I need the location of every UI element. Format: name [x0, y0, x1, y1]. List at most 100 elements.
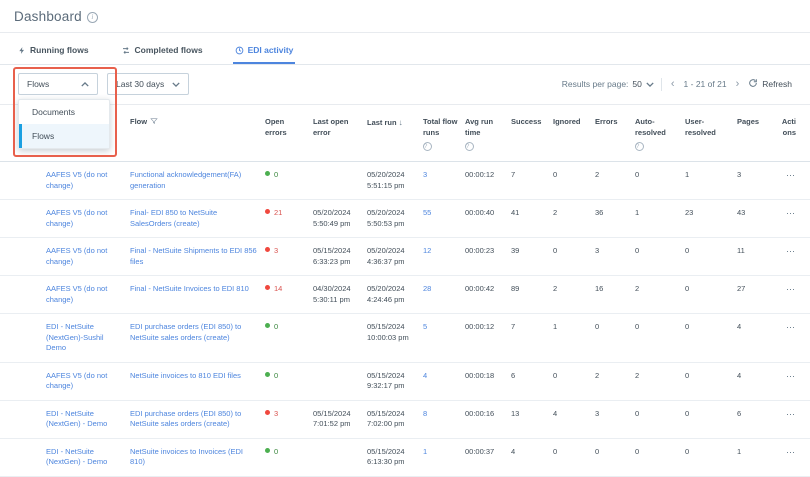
total-flow-runs-link[interactable]: 3: [423, 170, 427, 179]
ignored-cell: 4: [553, 400, 595, 438]
date-range-dropdown-button[interactable]: Last 30 days: [107, 73, 189, 95]
refresh-button[interactable]: Refresh: [748, 78, 792, 90]
open-errors-count: 3: [274, 246, 278, 255]
total-flow-runs-cell: 8: [423, 400, 465, 438]
flow-link[interactable]: Final - NetSuite Shipments to EDI 856 fi…: [130, 246, 257, 266]
pages-cell: 1: [737, 438, 779, 476]
open-errors-cell: 0: [265, 438, 313, 476]
total-flow-runs-cell: 1: [423, 438, 465, 476]
open-errors-cell: 0: [265, 362, 313, 400]
total-flow-runs-link[interactable]: 55: [423, 208, 431, 217]
type-dropdown-value: Flows: [27, 79, 49, 89]
info-icon[interactable]: i: [87, 12, 98, 23]
actions-menu-button[interactable]: ⋯: [786, 409, 796, 420]
integration-link[interactable]: EDI - NetSuite (NextGen) - Demo: [46, 409, 107, 429]
flow-link[interactable]: NetSuite invoices to Invoices (EDI 810): [130, 447, 243, 467]
integration-link[interactable]: AAFES V5 (do not change): [46, 208, 107, 228]
integration-link[interactable]: AAFES V5 (do not change): [46, 246, 107, 266]
flow-link[interactable]: Final - NetSuite Invoices to EDI 810: [130, 284, 249, 293]
open-errors-cell: 3: [265, 400, 313, 438]
actions-menu-button[interactable]: ⋯: [786, 246, 796, 257]
total-flow-runs-cell: 55: [423, 200, 465, 238]
success-cell: 89: [511, 276, 553, 314]
success-cell: 41: [511, 200, 553, 238]
actions-menu-button[interactable]: ⋯: [786, 322, 796, 333]
last-open-error-cell: 05/15/2024 7:01:52 pm: [313, 400, 367, 438]
flow-cell: EDI purchase orders (EDI 850) to NetSuit…: [130, 400, 265, 438]
table-row: AAFES V5 (do not change) Final - NetSuit…: [0, 276, 810, 314]
table-row: AAFES V5 (do not change) NetSuite invoic…: [0, 362, 810, 400]
tab-completed-flows[interactable]: Completed flows: [119, 43, 205, 64]
errors-cell: 3: [595, 400, 635, 438]
menu-item-flows[interactable]: Flows: [19, 124, 109, 148]
type-dropdown-button[interactable]: Flows: [18, 73, 98, 95]
status-dot: [265, 247, 270, 252]
integration-link[interactable]: EDI - NetSuite (NextGen) - Demo: [46, 447, 107, 467]
success-cell: 6: [511, 362, 553, 400]
last-run-cell: 05/15/2024 6:13:30 pm: [367, 438, 423, 476]
total-flow-runs-link[interactable]: 8: [423, 409, 427, 418]
avg-run-time-cell: 00:00:37: [465, 438, 511, 476]
integration-link[interactable]: AAFES V5 (do not change): [46, 170, 107, 190]
actions-cell: ⋯: [779, 400, 810, 438]
flow-link[interactable]: EDI purchase orders (EDI 850) to NetSuit…: [130, 409, 241, 429]
total-flow-runs-link[interactable]: 12: [423, 246, 431, 255]
integration-cell: AAFES V5 (do not change): [0, 200, 130, 238]
tab-running-flows[interactable]: Running flows: [16, 43, 91, 64]
table-row: AAFES V5 (do not change) Final - NetSuit…: [0, 238, 810, 276]
column-header-last-run[interactable]: Last run↓: [367, 105, 423, 162]
avg-run-time-cell: 00:00:42: [465, 276, 511, 314]
integration-cell: EDI - NetSuite (NextGen) - Demo: [0, 400, 130, 438]
total-flow-runs-link[interactable]: 4: [423, 371, 427, 380]
edi-activity-table: Flow Open errors Last open error Last ru…: [0, 105, 810, 477]
total-flow-runs-link[interactable]: 5: [423, 322, 427, 331]
integration-cell: EDI - NetSuite (NextGen) - Demo: [0, 438, 130, 476]
integration-link[interactable]: AAFES V5 (do not change): [46, 371, 107, 391]
total-flow-runs-link[interactable]: 28: [423, 284, 431, 293]
avg-run-time-cell: 00:00:12: [465, 314, 511, 363]
actions-menu-button[interactable]: ⋯: [786, 371, 796, 382]
flow-link[interactable]: NetSuite invoices to 810 EDI files: [130, 371, 241, 380]
last-open-error-cell: 04/30/2024 5:30:11 pm: [313, 276, 367, 314]
pagination-next-button[interactable]: ›: [734, 79, 742, 90]
open-errors-cell: 3: [265, 238, 313, 276]
table-row: EDI - NetSuite (NextGen) - Demo EDI purc…: [0, 400, 810, 438]
total-flow-runs-link[interactable]: 1: [423, 447, 427, 456]
integration-cell: AAFES V5 (do not change): [0, 276, 130, 314]
flow-link[interactable]: EDI purchase orders (EDI 850) to NetSuit…: [130, 322, 241, 342]
pages-cell: 4: [737, 314, 779, 363]
auto-resolved-cell: 0: [635, 238, 685, 276]
help-icon[interactable]: ?: [465, 142, 474, 151]
last-run-cell: 05/15/2024 7:02:00 pm: [367, 400, 423, 438]
pages-cell: 43: [737, 200, 779, 238]
user-resolved-cell: 0: [685, 238, 737, 276]
flow-link[interactable]: Functional acknowledgement(FA) generatio…: [130, 170, 241, 190]
actions-menu-button[interactable]: ⋯: [786, 208, 796, 219]
success-cell: 4: [511, 438, 553, 476]
open-errors-cell: 21: [265, 200, 313, 238]
filter-icon[interactable]: [150, 118, 158, 127]
flow-cell: Final - NetSuite Invoices to EDI 810: [130, 276, 265, 314]
ignored-cell: 0: [553, 238, 595, 276]
menu-item-documents[interactable]: Documents: [19, 100, 109, 124]
last-run-cell: 05/20/2024 5:50:53 pm: [367, 200, 423, 238]
flow-link[interactable]: Final- EDI 850 to NetSuite SalesOrders (…: [130, 208, 217, 228]
pagination-prev-button[interactable]: ‹: [669, 79, 677, 90]
flow-cell: Final- EDI 850 to NetSuite SalesOrders (…: [130, 200, 265, 238]
integration-link[interactable]: AAFES V5 (do not change): [46, 284, 107, 304]
help-icon[interactable]: ?: [635, 142, 644, 151]
total-flow-runs-cell: 5: [423, 314, 465, 363]
tab-edi-activity[interactable]: EDI activity: [233, 43, 296, 64]
open-errors-count: 14: [274, 284, 282, 293]
results-per-page-dropdown[interactable]: Results per page: 50: [562, 79, 654, 89]
actions-menu-button[interactable]: ⋯: [786, 284, 796, 295]
status-dot: [265, 323, 270, 328]
success-cell: 13: [511, 400, 553, 438]
actions-menu-button[interactable]: ⋯: [786, 170, 796, 181]
open-errors-count: 0: [274, 322, 278, 331]
actions-menu-button[interactable]: ⋯: [786, 447, 796, 458]
success-cell: 39: [511, 238, 553, 276]
type-dropdown-wrap: Flows Documents Flows: [18, 73, 98, 95]
help-icon[interactable]: ?: [423, 142, 432, 151]
integration-link[interactable]: EDI - NetSuite (NextGen)-Sushil Demo: [46, 322, 104, 352]
